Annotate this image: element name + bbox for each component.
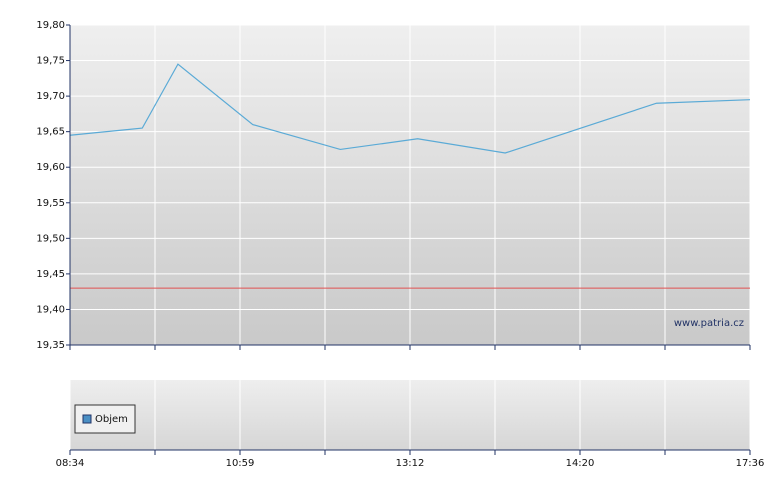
x-tick-label: 13:12 <box>396 458 425 469</box>
y-tick-label: 19,45 <box>36 269 65 280</box>
x-tick-label: 14:20 <box>566 458 595 469</box>
legend-label: Objem <box>95 414 128 425</box>
y-tick-label: 19,70 <box>36 91 65 102</box>
price-line <box>69 63 751 154</box>
y-tick-label: 19,60 <box>36 162 65 173</box>
x-tick-label: 17:36 <box>736 458 765 469</box>
x-tick-label: 08:34 <box>56 458 85 469</box>
y-tick-label: 19,80 <box>36 20 65 31</box>
y-tick-label: 19,65 <box>36 127 65 138</box>
watermark: www.patria.cz <box>674 318 744 329</box>
y-tick-label: 19,35 <box>36 340 65 351</box>
legend-swatch <box>82 414 92 424</box>
y-tick-label: 19,75 <box>36 56 65 67</box>
y-tick-label: 19,55 <box>36 198 65 209</box>
y-tick-label: 19,50 <box>36 233 65 244</box>
y-tick-label: 19,40 <box>36 304 65 315</box>
x-tick-label: 10:59 <box>226 458 255 469</box>
